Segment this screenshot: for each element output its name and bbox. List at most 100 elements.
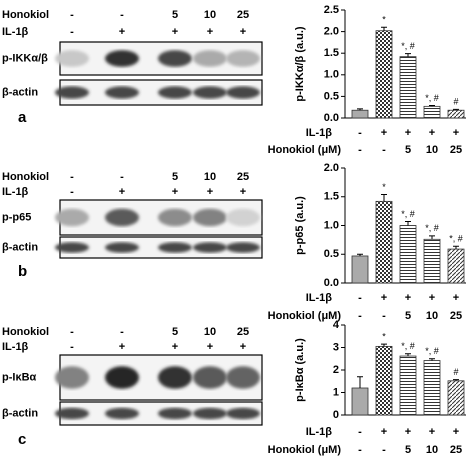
lane-label: - [120, 326, 124, 338]
lane-label: - [70, 26, 74, 38]
lane-label: + [119, 186, 125, 198]
band-label: β-actin [2, 86, 38, 98]
bar [447, 109, 465, 119]
x-row-label: Honokiol (μM) [268, 444, 342, 456]
x-row-label: IL-1β [306, 426, 333, 438]
lane-label: 25 [237, 171, 249, 183]
x-row-label: IL-1β [306, 292, 333, 304]
annotation: * [382, 182, 386, 192]
x-row-value: + [453, 127, 459, 139]
lane-label: 5 [172, 9, 178, 21]
x-row-value: + [405, 426, 411, 438]
x-row-value: - [358, 310, 362, 322]
error-bar [429, 104, 435, 107]
error-bar [405, 220, 411, 226]
x-row-value: 10 [426, 310, 438, 322]
blot-band [158, 208, 192, 227]
lane-label: - [120, 171, 124, 183]
blot-band [158, 366, 192, 389]
y-tick-label: 1.5 [324, 191, 339, 203]
annotation: * [382, 332, 386, 342]
bar [375, 345, 393, 416]
x-row-value: + [429, 127, 435, 139]
x-row-value: + [453, 292, 459, 304]
y-tick-label: 0.0 [324, 277, 339, 289]
lane-label: - [70, 326, 74, 338]
lane-label: + [172, 341, 178, 353]
x-row-value: + [429, 292, 435, 304]
bar [447, 248, 465, 284]
y-tick-label: 1.0 [324, 69, 339, 81]
lane-label: + [240, 341, 246, 353]
y-tick-label: 3 [333, 341, 339, 353]
blot-band [55, 242, 89, 253]
lane-label: 5 [172, 326, 178, 338]
x-row-value: + [453, 426, 459, 438]
bar [351, 387, 369, 416]
lane-label: - [70, 186, 74, 198]
blot-band [55, 86, 89, 99]
x-row-value: + [381, 426, 387, 438]
error-bar [357, 108, 363, 111]
lane-label: + [207, 26, 213, 38]
x-row-value: + [405, 292, 411, 304]
annotation: *, # [449, 234, 463, 244]
bar [351, 255, 369, 284]
error-bar [453, 245, 459, 250]
x-row-value: + [405, 127, 411, 139]
bar [399, 355, 417, 416]
lane-label: 10 [204, 326, 216, 338]
x-row-value: - [358, 144, 362, 156]
blot-band [158, 242, 192, 253]
bar [399, 225, 417, 284]
y-tick-label: 1 [333, 386, 339, 398]
band-label: β-actin [2, 407, 38, 419]
blot-band [158, 86, 192, 99]
lane-label: - [70, 171, 74, 183]
lane-label: 25 [237, 9, 249, 21]
bar [351, 109, 369, 119]
x-row-value: - [358, 426, 362, 438]
blot-band [158, 50, 192, 67]
annotation: *, # [401, 41, 415, 51]
blot-band [226, 242, 260, 253]
y-tick-label: 0.0 [324, 112, 339, 124]
annotation: *, # [425, 223, 439, 233]
error-bar [405, 53, 411, 57]
y-tick-label: 2.0 [324, 162, 339, 174]
blot-band [193, 242, 227, 253]
blot-band [193, 86, 227, 99]
x-row-value: - [382, 310, 386, 322]
x-row-label: Honokiol (μM) [268, 144, 342, 156]
blot-band [193, 208, 227, 227]
y-axis-label: p-IKKα/β (a.u.) [294, 26, 306, 102]
blot-band [226, 407, 260, 420]
x-row-value: 5 [405, 444, 411, 456]
blot-band [105, 366, 139, 389]
bar [375, 200, 393, 284]
blot-band [55, 50, 89, 67]
annotation: *, # [401, 209, 415, 219]
lane-label: - [70, 9, 74, 21]
blot-band [105, 208, 139, 227]
blot-band [226, 366, 260, 389]
lane-label: - [70, 341, 74, 353]
y-tick-label: 0 [333, 409, 339, 421]
bar [423, 105, 441, 119]
error-bar [453, 108, 459, 111]
x-row-value: 5 [405, 144, 411, 156]
bar [447, 380, 465, 416]
x-row-value: - [358, 444, 362, 456]
y-tick-label: 1.0 [324, 219, 339, 231]
x-row-value: 10 [426, 444, 438, 456]
panel-letter: a [18, 109, 27, 126]
annotation: # [453, 367, 458, 377]
x-row-value: + [381, 127, 387, 139]
bar [423, 360, 441, 416]
lane-label: 10 [204, 9, 216, 21]
blot-band [55, 407, 89, 420]
x-row-value: 5 [405, 310, 411, 322]
blot-band [105, 407, 139, 420]
blot-band [226, 208, 260, 227]
row-label: IL-1β [2, 341, 29, 353]
